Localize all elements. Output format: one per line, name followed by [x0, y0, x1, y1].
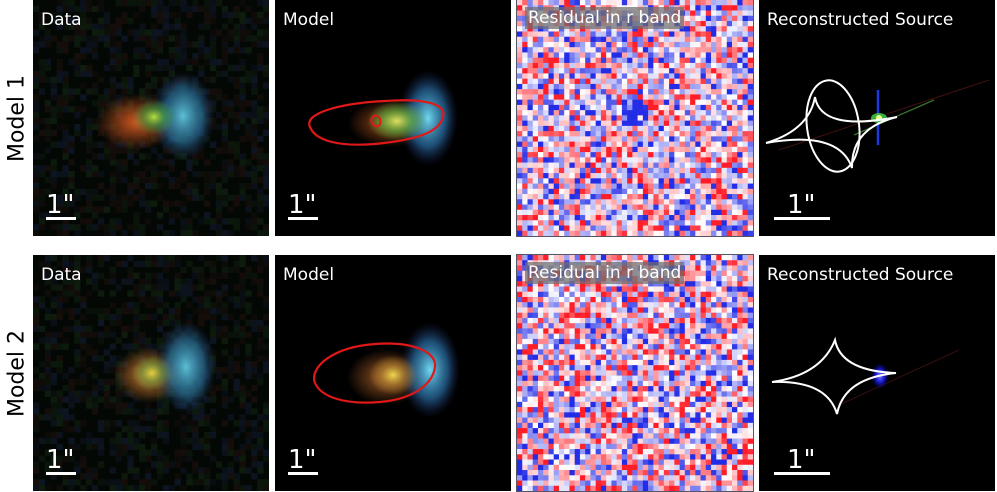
critical-curve-outer	[313, 342, 437, 404]
caustic-astroid	[765, 96, 898, 169]
scale-label: 1"	[46, 190, 75, 220]
residual-panel: Residual in r band	[516, 0, 754, 237]
panel-title-data: Data	[41, 10, 82, 30]
residual-map	[517, 255, 753, 491]
panel-title-source: Reconstructed Source	[767, 265, 954, 285]
critical-curve-inner	[370, 114, 382, 128]
residual-map	[517, 0, 753, 236]
panel-title-residual: Residual in r band	[525, 7, 685, 29]
data-image	[33, 0, 269, 236]
scale-label: 1"	[288, 445, 317, 475]
panel-title-model: Model	[283, 265, 335, 285]
scale-label: 1"	[288, 190, 317, 220]
model-panel: Model 1"	[275, 0, 511, 236]
model-image	[275, 0, 511, 236]
residual-panel: Residual in r band	[516, 254, 754, 492]
panel-title-residual: Residual in r band	[525, 262, 685, 284]
model-panel: Model 1"	[275, 255, 511, 491]
row-label-model-2: Model 2	[4, 329, 30, 418]
scale-bar	[774, 472, 830, 475]
scale-label: 1"	[46, 445, 75, 475]
scale-label: 1"	[787, 445, 816, 475]
scale-bar	[288, 217, 318, 220]
data-panel: Data 1"	[33, 0, 269, 236]
panel-title-model: Model	[283, 10, 335, 30]
scale-bar	[46, 217, 76, 220]
panel-title-source: Reconstructed Source	[767, 10, 954, 30]
scale-bar	[774, 217, 830, 220]
caustic-astroid	[771, 336, 897, 415]
source-image	[759, 255, 995, 491]
critical-curve-outer	[308, 99, 445, 146]
scale-bar	[46, 472, 76, 475]
source-panel: Reconstructed Source 1"	[759, 255, 995, 491]
data-panel: Data 1"	[33, 255, 269, 491]
data-image	[33, 255, 269, 491]
source-panel: Reconstructed Source 1"	[759, 0, 995, 236]
scale-bar	[288, 472, 318, 475]
model-image	[275, 255, 511, 491]
row-label-model-1: Model 1	[4, 74, 30, 163]
scale-label: 1"	[787, 190, 816, 220]
source-image	[759, 0, 995, 236]
panel-title-data: Data	[41, 265, 82, 285]
